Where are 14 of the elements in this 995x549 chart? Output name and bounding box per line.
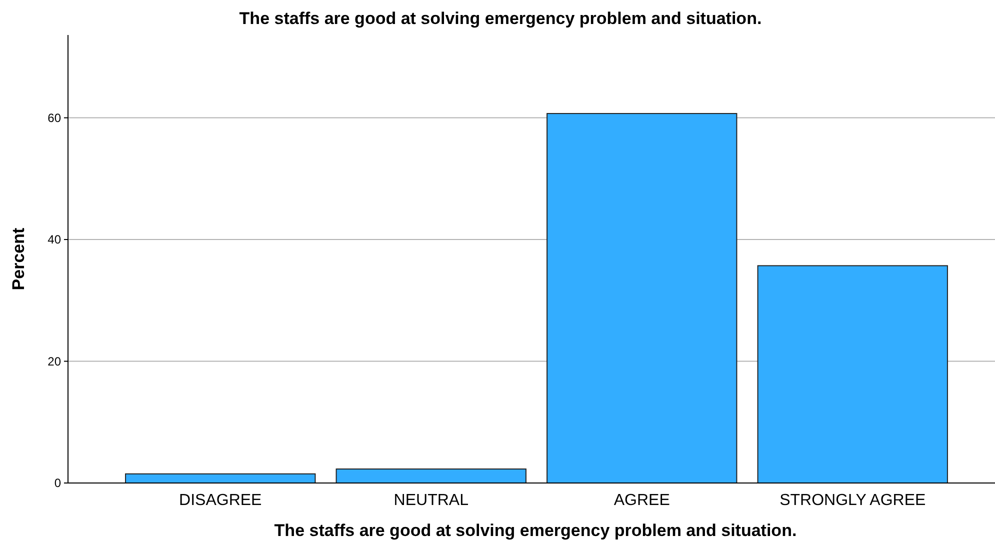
- bar: [546, 113, 738, 484]
- chart-title: The staffs are good at solving emergency problem and situation.: [239, 9, 762, 28]
- y-tick-label: 60: [48, 110, 62, 125]
- bar: [336, 468, 526, 484]
- y-tick-label: 40: [48, 232, 62, 247]
- y-tick-label: 20: [48, 354, 62, 368]
- x-tick-label: DISAGREE: [179, 492, 262, 509]
- y-tick-label: 0: [54, 476, 62, 490]
- y-axis-title: Percent: [9, 227, 28, 290]
- x-axis-title: The staffs are good at solving emergency problem and situation.: [274, 521, 797, 540]
- x-tick-label: STRONGLY AGREE: [780, 492, 926, 509]
- x-tick-label: NEUTRAL: [394, 492, 469, 509]
- x-tick-label: AGREE: [614, 492, 670, 509]
- bar: [757, 265, 948, 484]
